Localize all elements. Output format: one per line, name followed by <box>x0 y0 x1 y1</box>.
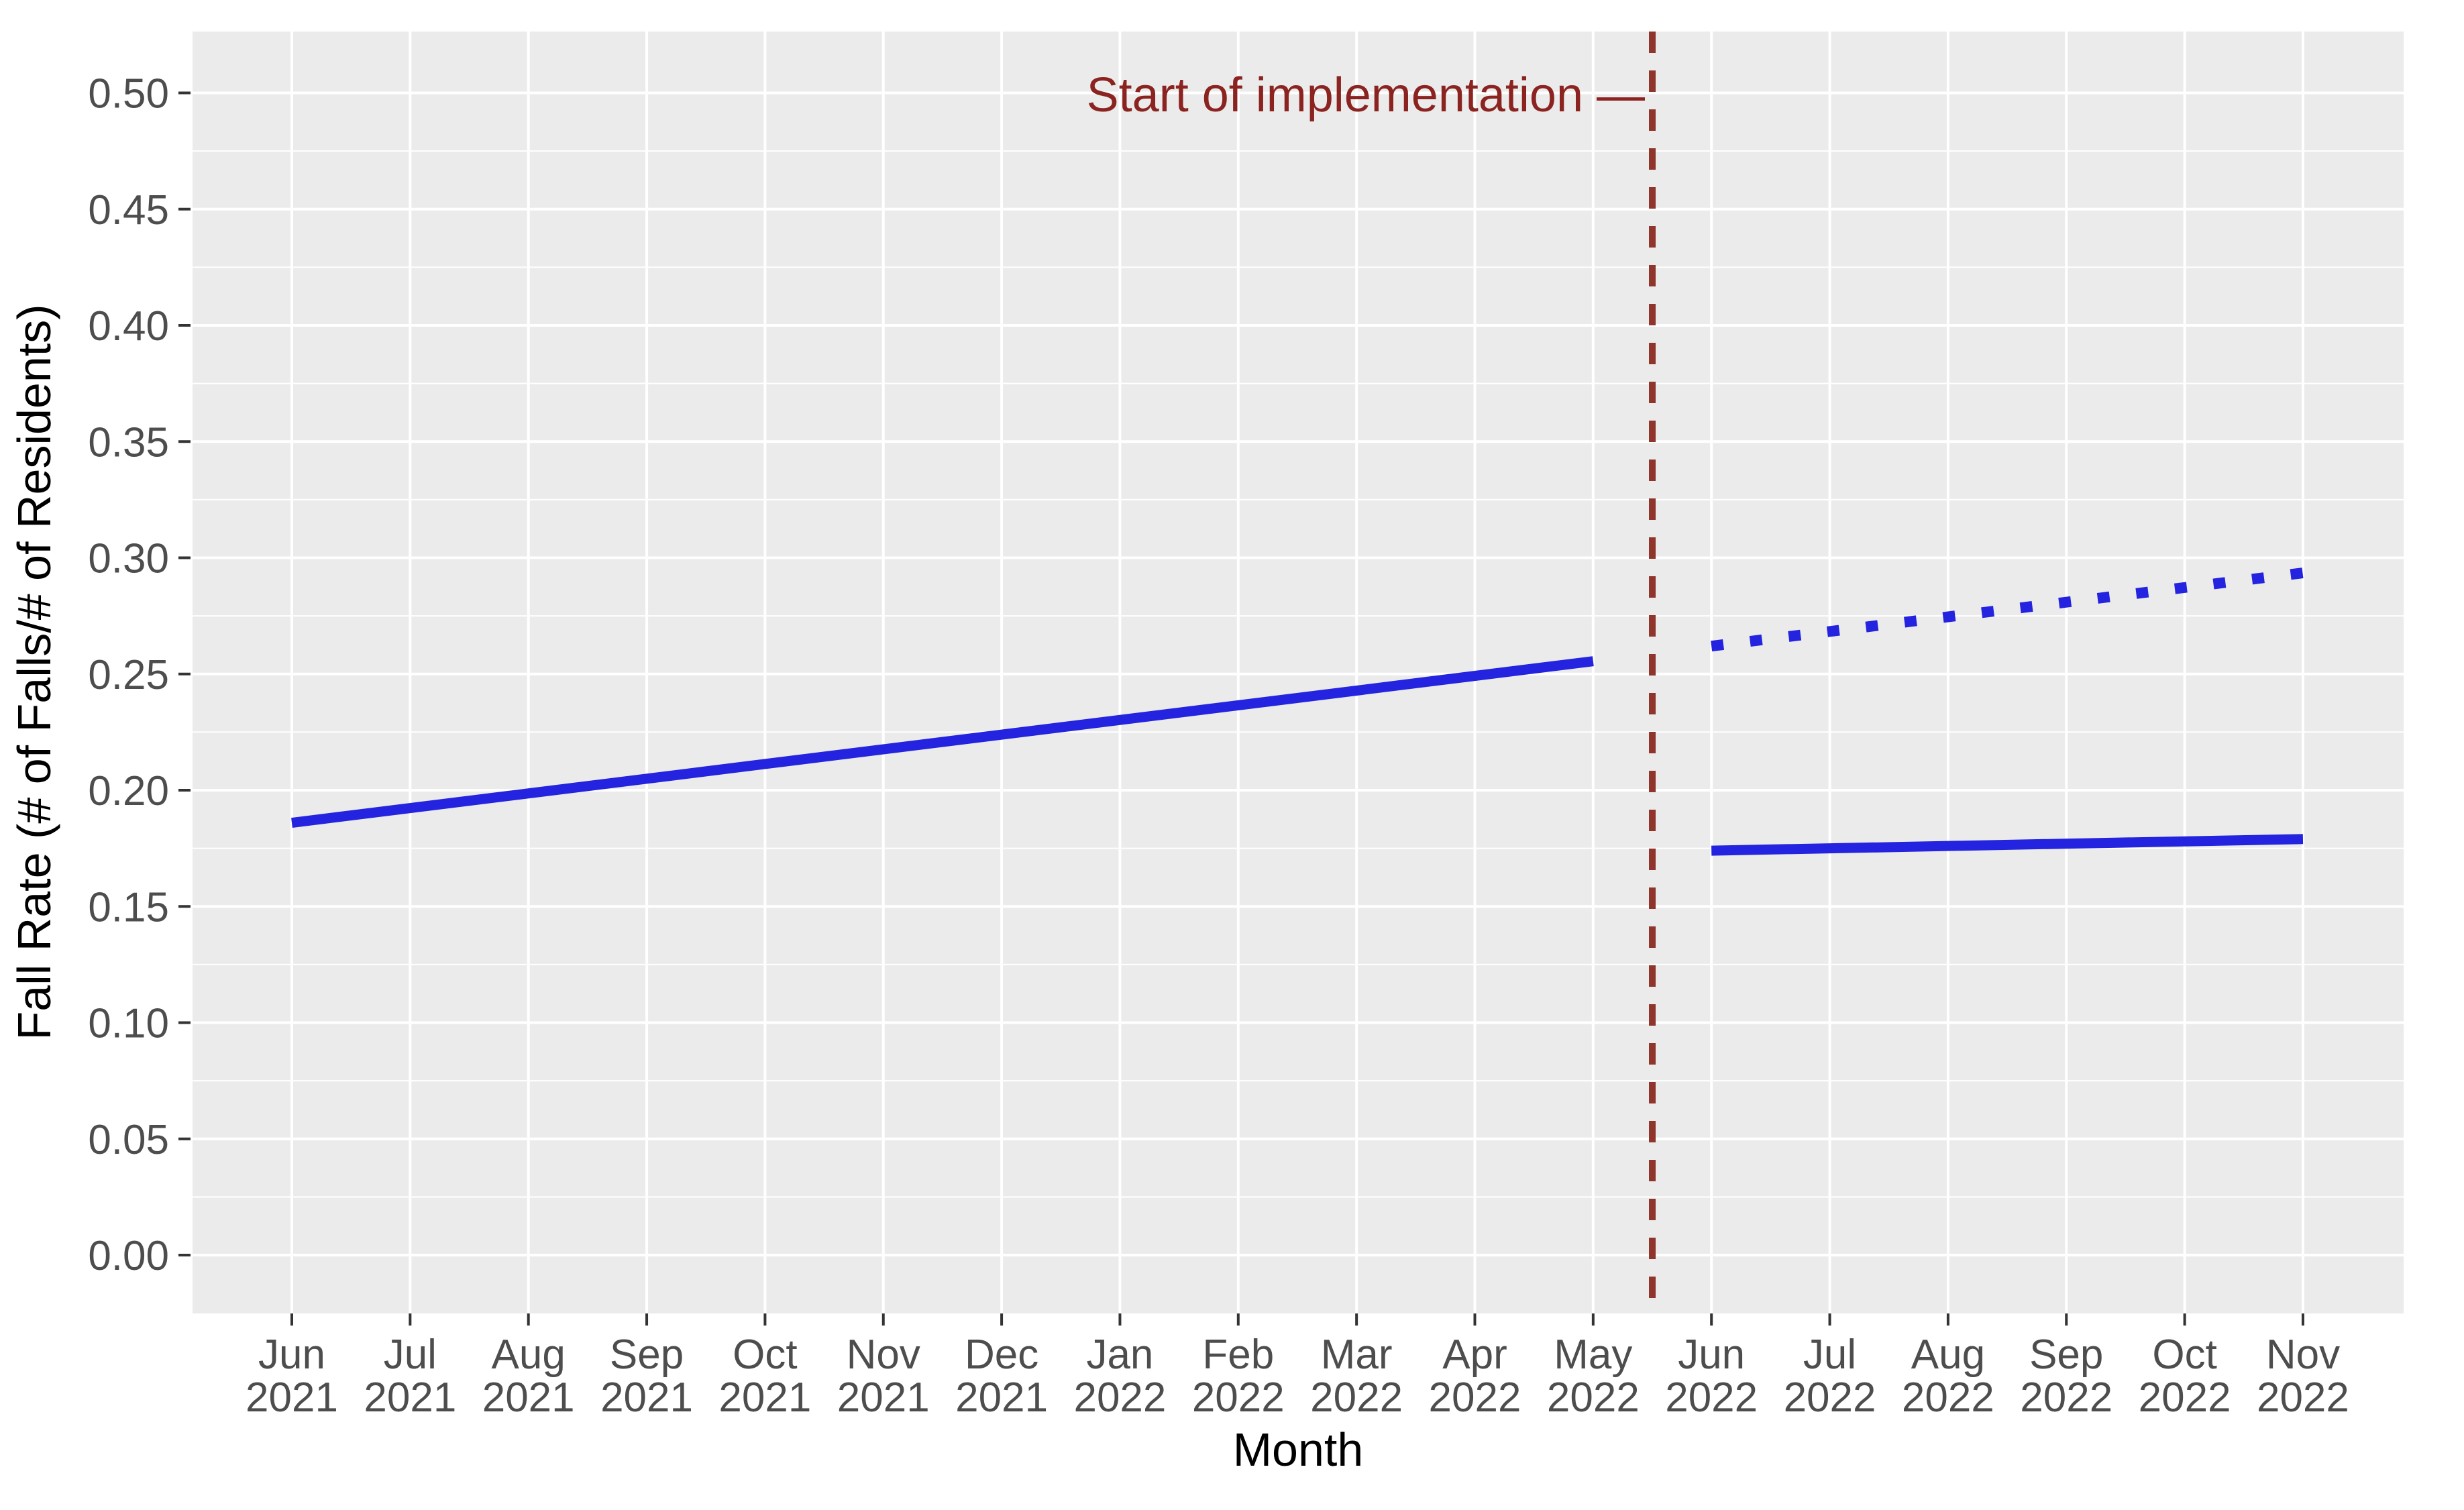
x-tick-label-year: 2022 <box>1902 1374 1994 1421</box>
x-tick-label-year: 2022 <box>1784 1374 1876 1421</box>
minor-gridlines <box>193 150 2404 1198</box>
y-tick-label: 0.25 <box>88 652 169 698</box>
x-tick-label-month: Jun <box>258 1332 325 1378</box>
x-tick-label-year: 2022 <box>2257 1374 2349 1421</box>
x-tick-label-month: Jul <box>384 1332 437 1378</box>
x-tick-label-month: Jul <box>1803 1332 1856 1378</box>
x-tick-label-month: Sep <box>610 1332 684 1378</box>
x-tick-label-year: 2022 <box>2020 1374 2112 1421</box>
y-tick-label: 0.05 <box>88 1117 169 1163</box>
axis-tick-labels: 0.00 0.05 0.10 0.15 0.20 0.25 0.30 0.35 0.40 0.45… <box>88 71 2349 1421</box>
x-tick-label-month: Oct <box>2152 1332 2216 1378</box>
y-tick-label: 0.30 <box>88 536 169 582</box>
x-tick-label-year: 2021 <box>600 1374 693 1421</box>
x-tick-label-month: May <box>1554 1332 1632 1378</box>
x-tick-label-year: 2022 <box>1073 1374 1166 1421</box>
y-tick-label: 0.10 <box>88 1001 169 1047</box>
major-gridlines <box>193 32 2404 1313</box>
x-tick-label-month: Aug <box>492 1332 566 1378</box>
y-axis-title: Fall Rate (# of Falls/# of Residents) <box>8 304 60 1040</box>
x-tick-label-year: 2021 <box>246 1374 338 1421</box>
y-tick-label: 0.00 <box>88 1233 169 1279</box>
annotation-start-of-implementation: Start of implementation — <box>1087 68 1645 122</box>
y-tick-label: 0.40 <box>88 303 169 349</box>
x-tick-label-month: Apr <box>1442 1332 1507 1378</box>
axis-ticks <box>178 91 2304 1326</box>
x-tick-label-month: Oct <box>733 1332 797 1378</box>
x-tick-label-month: Nov <box>2266 1332 2340 1378</box>
x-tick-label-year: 2021 <box>482 1374 575 1421</box>
x-tick-label-month: Nov <box>847 1332 920 1378</box>
x-tick-label-year: 2021 <box>364 1374 456 1421</box>
y-tick-label: 0.15 <box>88 884 169 930</box>
x-tick-label-month: Mar <box>1321 1332 1393 1378</box>
x-tick-label-year: 2021 <box>837 1374 930 1421</box>
x-tick-label-year: 2022 <box>2139 1374 2231 1421</box>
x-tick-label-year: 2022 <box>1547 1374 1640 1421</box>
plot-panel <box>193 32 2404 1313</box>
x-tick-label-year: 2022 <box>1310 1374 1403 1421</box>
x-tick-label-month: Sep <box>2029 1332 2103 1378</box>
post-implementation-trend <box>1711 834 2304 856</box>
x-tick-label-month: Feb <box>1202 1332 1274 1378</box>
y-tick-label: 0.20 <box>88 768 169 814</box>
pre-implementation-trend <box>291 656 1594 828</box>
x-tick-label-month: Jun <box>1678 1332 1745 1378</box>
x-tick-label-year: 2022 <box>1665 1374 1758 1421</box>
x-tick-label-year: 2022 <box>1192 1374 1285 1421</box>
x-tick-label-month: Jan <box>1086 1332 1153 1378</box>
data-series-layer <box>291 568 2304 856</box>
x-tick-label-year: 2021 <box>718 1374 811 1421</box>
y-tick-label: 0.50 <box>88 71 169 117</box>
y-tick-label: 0.45 <box>88 187 169 233</box>
x-tick-label-month: Dec <box>965 1332 1038 1378</box>
x-tick-label-month: Aug <box>1911 1332 1985 1378</box>
x-tick-label-year: 2021 <box>955 1374 1048 1421</box>
x-axis-title: Month <box>1233 1423 1364 1476</box>
x-tick-label-year: 2022 <box>1429 1374 1521 1421</box>
y-tick-label: 0.35 <box>88 419 169 466</box>
